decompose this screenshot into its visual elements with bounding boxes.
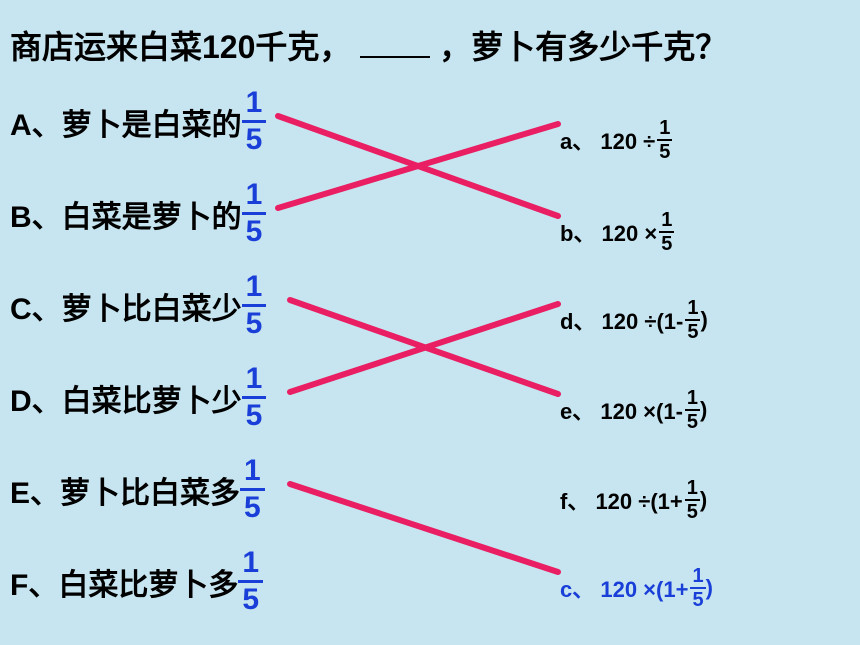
fraction: 15 bbox=[240, 456, 265, 523]
title-part1: 商店运来白菜120千克， bbox=[10, 29, 351, 65]
left-option-C: C、萝卜比白菜少15 bbox=[10, 272, 266, 339]
small-fraction: 15 bbox=[685, 388, 700, 432]
right-option-d: d、 120 ÷(1-15) bbox=[560, 298, 708, 342]
small-fraction: 15 bbox=[685, 298, 700, 342]
right-option-text: e、 120 ×(1- bbox=[560, 394, 683, 426]
left-option-text: A、萝卜是白菜的 bbox=[10, 100, 242, 144]
right-option-suffix: ) bbox=[700, 307, 707, 333]
small-fraction: 15 bbox=[685, 478, 700, 522]
question-title: 商店运来白菜120千克， ，萝卜有多少千克？ bbox=[10, 22, 727, 68]
right-option-e: e、 120 ×(1-15) bbox=[560, 388, 707, 432]
title-blank bbox=[360, 30, 430, 58]
fraction: 15 bbox=[242, 272, 267, 339]
left-option-text: C、萝卜比白菜少 bbox=[10, 284, 242, 328]
left-option-B: B、白菜是萝卜的15 bbox=[10, 180, 266, 247]
match-line-3 bbox=[290, 304, 558, 392]
match-line-1 bbox=[278, 124, 558, 208]
left-option-E: E、萝卜比白菜多15 bbox=[10, 456, 265, 523]
fraction: 15 bbox=[238, 548, 263, 615]
title-part2: ，萝卜有多少千克？ bbox=[439, 29, 727, 65]
small-fraction: 15 bbox=[690, 566, 705, 610]
left-option-text: F、白菜比萝卜多 bbox=[10, 560, 238, 604]
right-option-text: c、 120 ×(1+ bbox=[560, 572, 688, 604]
match-line-0 bbox=[278, 116, 558, 216]
left-option-text: B、白菜是萝卜的 bbox=[10, 192, 242, 236]
fraction: 15 bbox=[242, 88, 267, 155]
right-option-suffix: ) bbox=[700, 487, 707, 513]
left-option-F: F、白菜比萝卜多15 bbox=[10, 548, 263, 615]
right-option-text: a、 120 ÷ bbox=[560, 124, 655, 156]
right-option-suffix: ) bbox=[700, 397, 707, 423]
fraction: 15 bbox=[242, 364, 267, 431]
left-option-D: D、白菜比萝卜少15 bbox=[10, 364, 266, 431]
right-option-text: d、 120 ÷(1- bbox=[560, 304, 683, 336]
small-fraction: 15 bbox=[659, 210, 674, 254]
fraction: 15 bbox=[242, 180, 267, 247]
small-fraction: 15 bbox=[657, 118, 672, 162]
right-option-suffix: ) bbox=[706, 575, 713, 601]
right-option-text: b、 120 × bbox=[560, 216, 657, 248]
match-line-2 bbox=[290, 300, 558, 394]
right-option-a: a、 120 ÷15 bbox=[560, 118, 672, 162]
right-option-b: b、 120 ×15 bbox=[560, 210, 674, 254]
right-option-c: c、 120 ×(1+15) bbox=[560, 566, 713, 610]
left-option-A: A、萝卜是白菜的15 bbox=[10, 88, 266, 155]
right-option-text: f、 120 ÷(1+ bbox=[560, 484, 683, 516]
left-option-text: D、白菜比萝卜少 bbox=[10, 376, 242, 420]
match-line-4 bbox=[290, 484, 558, 572]
right-option-f: f、 120 ÷(1+15) bbox=[560, 478, 707, 522]
left-option-text: E、萝卜比白菜多 bbox=[10, 468, 240, 512]
